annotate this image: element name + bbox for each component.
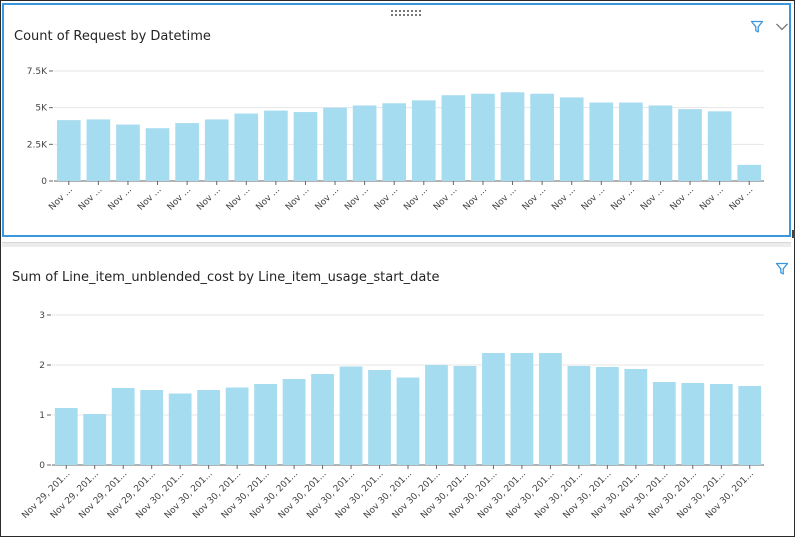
bar[interactable]: [293, 112, 318, 181]
drag-handle-icon[interactable]: [390, 9, 422, 17]
y-tick-label: 0: [39, 461, 45, 471]
bar[interactable]: [86, 119, 111, 181]
x-tick-label: Nov ...: [461, 185, 489, 213]
bar[interactable]: [648, 105, 673, 181]
x-tick-label: Nov ...: [580, 185, 608, 213]
bar[interactable]: [396, 377, 420, 466]
bar[interactable]: [382, 103, 407, 181]
x-tick-label: Nov ...: [166, 185, 194, 213]
chart-title: Sum of Line_item_unblended_cost by Line_…: [12, 270, 440, 285]
bar[interactable]: [168, 393, 192, 466]
bar[interactable]: [500, 92, 525, 181]
bar[interactable]: [737, 164, 762, 181]
bar[interactable]: [453, 366, 477, 465]
bar[interactable]: [145, 128, 170, 181]
visual-sum-of-cost[interactable]: Sum of Line_item_unblended_cost by Line_…: [2, 250, 791, 533]
bar[interactable]: [681, 383, 705, 465]
x-tick-label: Nov ...: [728, 185, 756, 213]
bar[interactable]: [56, 120, 81, 181]
bar[interactable]: [707, 111, 732, 181]
bar[interactable]: [225, 387, 249, 466]
bar[interactable]: [425, 365, 448, 465]
x-tick-label: Nov ...: [609, 185, 637, 213]
x-tick-label: Nov ...: [106, 185, 134, 213]
bar[interactable]: [368, 370, 391, 465]
x-tick-label: Nov ...: [343, 185, 371, 213]
bar[interactable]: [589, 102, 614, 181]
bar[interactable]: [652, 382, 676, 465]
visual-separator: [2, 242, 791, 247]
bar[interactable]: [282, 379, 306, 465]
y-tick-label: 0: [41, 177, 47, 187]
bar[interactable]: [559, 97, 584, 181]
bar[interactable]: [441, 95, 466, 181]
x-tick-label: Nov ...: [639, 185, 667, 213]
bar[interactable]: [204, 119, 229, 181]
x-tick-label: Nov ...: [521, 185, 549, 213]
bar[interactable]: [311, 374, 334, 465]
x-tick-label: Nov ...: [491, 185, 519, 213]
x-tick-label: Nov ...: [254, 185, 282, 213]
bar[interactable]: [352, 105, 377, 181]
x-tick-label: Nov ...: [432, 185, 460, 213]
bar[interactable]: [411, 100, 436, 181]
chart-title: Count of Request by Datetime: [14, 29, 211, 44]
bar[interactable]: [482, 353, 505, 465]
bar[interactable]: [471, 93, 495, 181]
bar[interactable]: [619, 102, 643, 181]
bar[interactable]: [510, 353, 534, 465]
bar[interactable]: [678, 109, 702, 181]
bar[interactable]: [254, 384, 277, 465]
bar[interactable]: [595, 367, 619, 465]
bar[interactable]: [175, 123, 199, 181]
x-tick-label: Nov ...: [77, 185, 105, 213]
y-tick-label: 1: [39, 411, 45, 421]
x-tick-label: Nov ...: [225, 185, 253, 213]
bar[interactable]: [323, 107, 347, 181]
y-tick-label: 5K: [35, 104, 48, 114]
x-tick-label: Nov ...: [314, 185, 342, 213]
filter-icon[interactable]: [750, 20, 764, 34]
x-tick-label: Nov ...: [47, 185, 75, 213]
bar[interactable]: [624, 369, 648, 465]
bar[interactable]: [539, 353, 562, 465]
x-tick-label: Nov ...: [698, 185, 726, 213]
x-tick-label: Nov ...: [402, 185, 430, 213]
x-tick-label: Nov 29, 201...: [20, 469, 72, 521]
x-tick-label: Nov ...: [195, 185, 223, 213]
bar[interactable]: [339, 366, 363, 466]
visual-count-of-request[interactable]: Count of Request by Datetime 0 2.5K 5K 7.5K…: [2, 3, 791, 237]
bar[interactable]: [738, 386, 762, 465]
x-tick-label: Nov ...: [136, 185, 164, 213]
bar[interactable]: [83, 414, 107, 465]
y-tick-label: 2: [39, 361, 45, 371]
y-tick-label: 7.5K: [27, 67, 48, 77]
x-tick-label: Nov ...: [373, 185, 401, 213]
bar[interactable]: [234, 113, 259, 181]
x-tick-label: Nov ...: [550, 185, 578, 213]
chevron-down-icon[interactable]: [775, 22, 789, 32]
bar[interactable]: [116, 124, 140, 181]
bar[interactable]: [140, 390, 164, 465]
bar[interactable]: [197, 390, 221, 465]
x-tick-label: Nov ...: [669, 185, 697, 213]
bar[interactable]: [54, 408, 78, 465]
bar[interactable]: [709, 384, 733, 465]
bar[interactable]: [567, 366, 591, 465]
x-tick-label: Nov ...: [284, 185, 312, 213]
bar[interactable]: [264, 110, 288, 181]
y-tick-label: 3: [39, 311, 45, 321]
scrollbar-marker[interactable]: [792, 230, 795, 238]
bar[interactable]: [111, 388, 135, 465]
bar[interactable]: [530, 93, 554, 181]
filter-icon[interactable]: [775, 262, 789, 276]
y-tick-label: 2.5K: [27, 140, 48, 150]
